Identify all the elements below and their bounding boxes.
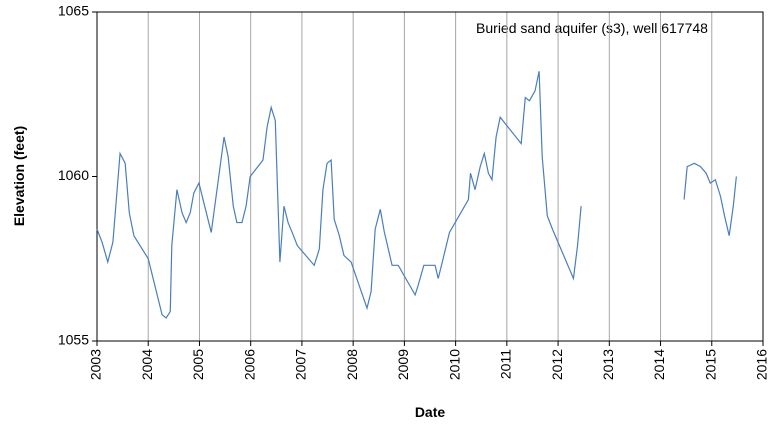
y-axis-label: Elevation (feet) — [11, 126, 27, 226]
x-tick-label: 2011 — [498, 349, 514, 379]
x-tick-label: 2004 — [139, 349, 155, 380]
x-axis-label: Date — [415, 404, 446, 420]
annotation: Buried sand aquifer (s3), well 617748 — [476, 20, 708, 36]
x-tick-label: 2015 — [702, 349, 718, 380]
x-tick-label: 2010 — [446, 349, 462, 380]
x-tick-label: 2006 — [241, 349, 257, 380]
x-tick-label: 2014 — [651, 349, 667, 380]
x-tick-label: 2005 — [190, 349, 206, 380]
y-tick-label: 1060 — [58, 167, 89, 183]
x-tick-label: 2007 — [293, 349, 309, 380]
x-tick-label: 2009 — [395, 349, 411, 380]
data-line — [683, 162, 737, 236]
x-tick-label: 2013 — [600, 349, 616, 380]
x-tick-label: 2012 — [549, 349, 565, 380]
y-tick-label: 1065 — [58, 3, 89, 19]
data-line — [96, 71, 582, 319]
x-tick-label: 2016 — [754, 349, 770, 380]
plot-frame — [96, 11, 764, 342]
x-tick-label: 2008 — [344, 349, 360, 380]
x-tick-label: 2003 — [88, 349, 104, 380]
y-tick-label: 1055 — [58, 332, 89, 348]
